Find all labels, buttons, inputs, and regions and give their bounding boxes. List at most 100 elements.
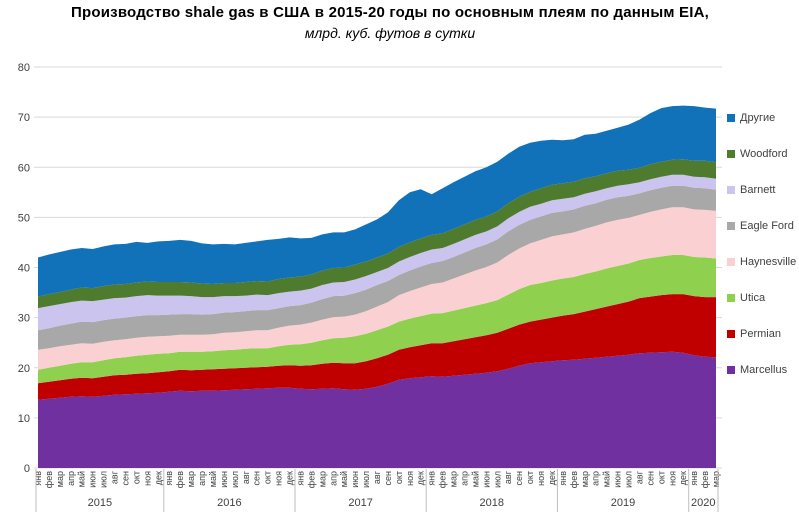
x-axis-month-label: мар <box>55 471 65 487</box>
legend-item-permian: Permian <box>727 328 796 340</box>
legend-item-marcellus: Marcellus <box>727 364 796 376</box>
legend-label: Barnett <box>740 184 776 196</box>
x-axis-year-label: 2015 <box>88 497 112 509</box>
x-axis-month-label: янв <box>164 471 174 486</box>
x-axis-month-label: май <box>77 471 87 487</box>
area-utica <box>38 255 716 384</box>
area-eagle-ford <box>38 185 716 350</box>
x-axis-month-label: ноя <box>274 471 284 486</box>
legend-item-woodford: Woodford <box>727 148 796 160</box>
x-axis-month-label: фев <box>44 471 54 488</box>
x-axis-month-label: ноя <box>405 471 415 486</box>
x-axis-month-label: июл <box>230 471 240 488</box>
legend-swatch-permian <box>727 330 735 338</box>
legend-swatch-woodford <box>727 150 735 158</box>
legend-label: Haynesville <box>740 256 797 268</box>
x-axis-month-label: дек <box>678 471 688 485</box>
x-axis-month-label: фев <box>569 471 579 488</box>
x-axis-month-label: окт <box>394 471 404 484</box>
x-axis-year-label: 2017 <box>348 497 372 509</box>
y-axis-tick-label: 20 <box>18 363 30 375</box>
y-axis-tick-label: 50 <box>18 212 30 224</box>
legend-item-barnett: Barnett <box>727 184 796 196</box>
x-axis-month-label: мар <box>711 471 721 487</box>
area-woodford <box>38 159 716 309</box>
y-axis-tick-label: 0 <box>24 463 30 475</box>
x-axis-year-label: 2018 <box>480 497 504 509</box>
x-axis-month-label: май <box>208 471 218 487</box>
x-axis-month-label: сен <box>121 471 131 486</box>
area-marcellus <box>38 351 716 468</box>
legend-swatch-barnett <box>727 186 735 194</box>
legend-label: Eagle Ford <box>740 220 794 232</box>
x-axis-month-label: июл <box>99 471 109 488</box>
x-axis-month-label: дек <box>285 471 295 485</box>
x-axis-month-label: дек <box>547 471 557 485</box>
x-axis-month-label: окт <box>263 471 273 484</box>
x-axis-month-label: авг <box>635 470 645 484</box>
y-axis-tick-label: 30 <box>18 313 30 325</box>
legend-swatch-utica <box>727 294 735 302</box>
y-axis-tick-label: 80 <box>18 62 30 74</box>
x-axis-month-label: окт <box>131 471 141 484</box>
chart-title: Производство shale gas в США в 2015-20 г… <box>71 4 709 21</box>
x-axis-month-label: дек <box>153 471 163 485</box>
y-axis-tick-label: 10 <box>18 413 30 425</box>
x-axis-year-label: 2019 <box>611 497 635 509</box>
x-axis-month-label: окт <box>525 471 535 484</box>
x-axis-month-label: янв <box>689 471 699 486</box>
x-axis-month-label: сен <box>383 471 393 486</box>
legend-item-haynesville: Haynesville <box>727 256 796 268</box>
x-axis-month-label: авг <box>503 470 513 484</box>
x-axis-month-label: янв <box>296 471 306 486</box>
x-axis-month-label: окт <box>656 471 666 484</box>
x-axis-month-label: авг <box>372 470 382 484</box>
legend-item-eagle-ford: Eagle Ford <box>727 220 796 232</box>
y-axis-tick-label: 60 <box>18 162 30 174</box>
x-axis-month-label: фев <box>175 471 185 488</box>
x-axis-month-label: фев <box>700 471 710 488</box>
chart-subtitle: млрд. куб. футов в сутки <box>304 25 476 41</box>
x-axis-month-label: янв <box>33 471 43 486</box>
legend-label: Другие <box>740 112 776 124</box>
x-axis-month-label: ноя <box>142 471 152 486</box>
x-axis-year-label: 2020 <box>691 497 715 509</box>
legend-swatch-haynesville <box>727 258 735 266</box>
x-axis-month-label: ноя <box>667 471 677 486</box>
legend-item-drugie: Другие <box>727 112 796 124</box>
legend-label: Utica <box>740 292 766 304</box>
legend-label: Woodford <box>740 148 788 160</box>
y-axis-tick-label: 40 <box>18 263 30 275</box>
x-axis-month-label: мар <box>186 471 196 487</box>
legend-swatch-eagle-ford <box>727 222 735 230</box>
x-axis-month-label: май <box>602 471 612 487</box>
x-axis-month-label: апр <box>591 471 601 486</box>
x-axis-month-label: сен <box>514 471 524 486</box>
x-axis-month-label: янв <box>427 471 437 486</box>
x-axis-month-label: ноя <box>536 471 546 486</box>
y-axis-tick-label: 70 <box>18 112 30 124</box>
x-axis-month-label: июл <box>492 471 502 488</box>
x-axis-month-label: июл <box>361 471 371 488</box>
x-axis-month-label: май <box>470 471 480 487</box>
area-drugie <box>38 105 716 297</box>
x-axis-month-label: дек <box>416 471 426 485</box>
x-axis-month-label: сен <box>645 471 655 486</box>
legend: Другие Woodford Barnett Eagle Ford Haynesvil… <box>727 112 796 400</box>
x-axis-month-label: май <box>339 471 349 487</box>
x-axis-month-label: июн <box>481 471 491 488</box>
x-axis-month-label: авг <box>110 470 120 484</box>
x-axis-month-label: июн <box>350 471 360 488</box>
x-axis-month-label: мар <box>580 471 590 487</box>
x-axis-month-label: авг <box>241 470 251 484</box>
x-axis-month-label: июн <box>88 471 98 488</box>
x-axis-month-label: янв <box>558 471 568 486</box>
x-axis-month-label: июл <box>624 471 634 488</box>
x-axis-month-label: сен <box>252 471 262 486</box>
legend-swatch-drugie <box>727 114 735 122</box>
legend-label: Marcellus <box>740 364 788 376</box>
x-axis-month-label: фев <box>306 471 316 488</box>
area-haynesville <box>38 207 716 370</box>
